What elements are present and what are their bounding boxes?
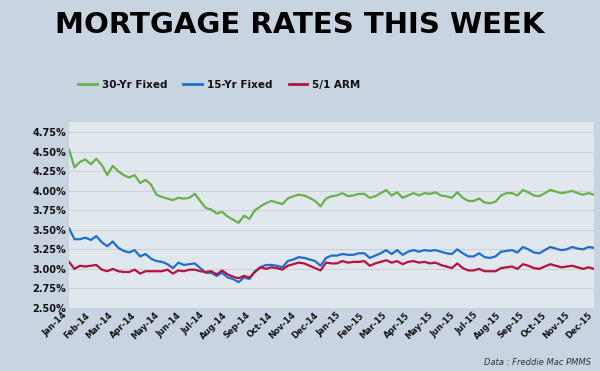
Text: MORTGAGE RATES THIS WEEK: MORTGAGE RATES THIS WEEK bbox=[55, 11, 545, 39]
Text: Data : Freddie Mac PMMS: Data : Freddie Mac PMMS bbox=[484, 358, 591, 367]
Legend: 30-Yr Fixed, 15-Yr Fixed, 5/1 ARM: 30-Yr Fixed, 15-Yr Fixed, 5/1 ARM bbox=[74, 76, 365, 94]
